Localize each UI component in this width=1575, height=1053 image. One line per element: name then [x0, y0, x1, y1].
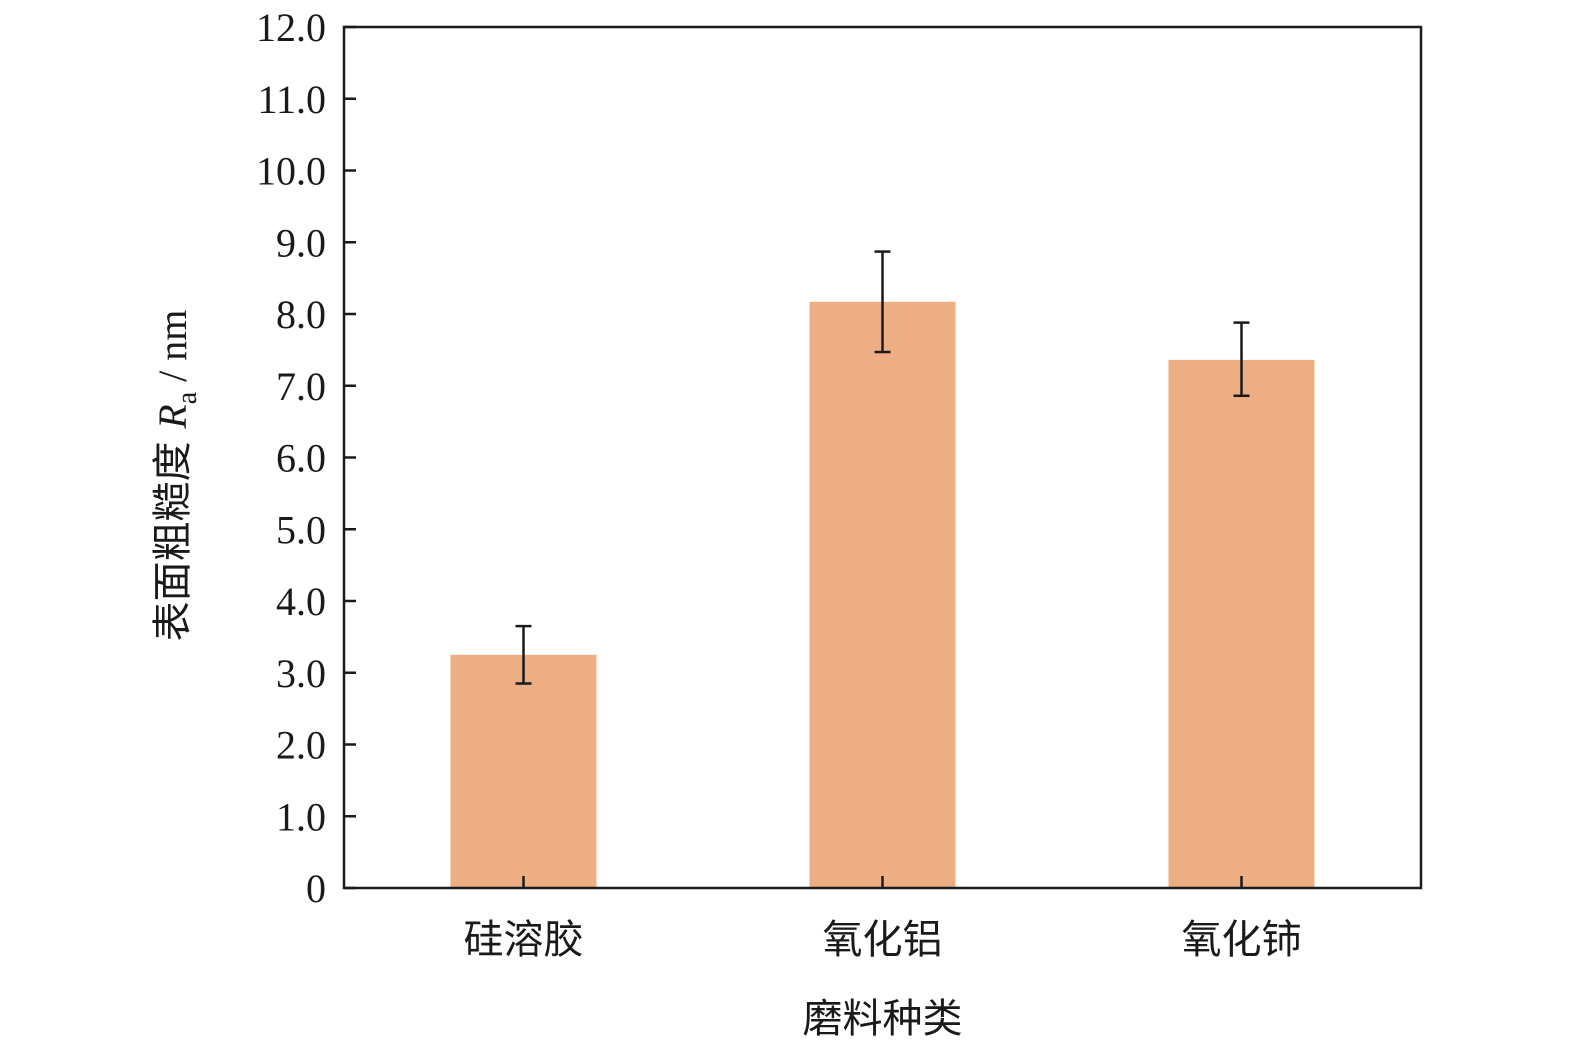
y-tick-label: 1.0	[276, 794, 326, 839]
y-tick-label: 0	[306, 866, 326, 911]
y-tick-label: 2.0	[276, 723, 326, 768]
y-tick-label: 7.0	[276, 364, 326, 409]
bar	[450, 654, 597, 888]
y-tick-label: 4.0	[276, 579, 326, 624]
y-tick-label: 5.0	[276, 507, 326, 552]
y-axis-title-prefix: 表面粗糙度	[150, 429, 196, 642]
y-axis-title-subscript: a	[172, 391, 203, 404]
y-tick-label: 10.0	[256, 149, 326, 194]
bar	[1168, 359, 1315, 888]
y-tick-label: 6.0	[276, 436, 326, 481]
y-tick-label: 9.0	[276, 220, 326, 265]
y-tick-label: 8.0	[276, 292, 326, 337]
bar	[809, 301, 956, 888]
y-axis-title-symbol: R	[150, 404, 195, 429]
x-category-label: 氧化铈	[1182, 917, 1302, 963]
x-category-label: 硅溶胶	[464, 917, 584, 963]
bars-group	[450, 301, 1315, 888]
y-axis-title: 表面粗糙度 Ra / nm	[150, 310, 203, 642]
x-category-label: 氧化铝	[823, 917, 943, 963]
y-axis-title-suffix: / nm	[150, 310, 195, 392]
y-tick-label: 12.0	[256, 5, 326, 50]
y-tick-label: 11.0	[257, 77, 326, 122]
x-axis-title: 磨料种类	[803, 996, 963, 1042]
errorbars-group	[515, 250, 1250, 685]
x-axis-ticks: 硅溶胶 氧化铝 氧化铈	[464, 876, 1302, 963]
y-axis-ticks: 0 1.0 2.0 3.0 4.0 5.0 6.0 7.0 8.0 9.0 10.0 11.0 12.0	[256, 5, 356, 911]
y-tick-label: 3.0	[276, 651, 326, 696]
